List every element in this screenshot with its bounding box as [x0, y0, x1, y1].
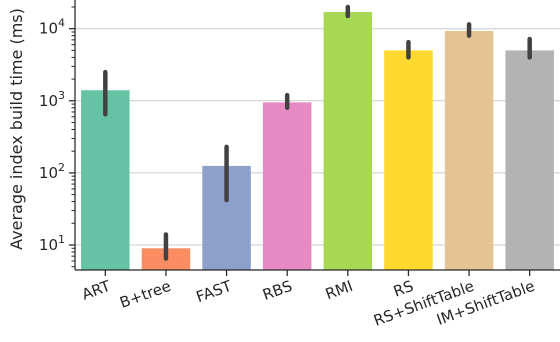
x-tick-label: RMI — [323, 277, 355, 303]
x-axis-ticks: ART B+tree FAST RBS RMI RSRS+ShiftTableIM+Shi… — [79, 270, 537, 330]
x-tick-label: FAST — [194, 277, 235, 307]
x-tick-label: RBS — [260, 277, 294, 304]
y-axis-ticks: 101 102 103 104 — [39, 6, 75, 268]
bar-rbs — [262, 102, 312, 270]
y-tick-label: 104 — [39, 17, 65, 38]
x-tick-label: RS — [391, 277, 416, 301]
x-tick-label: B+tree — [117, 277, 173, 312]
bar-rs-shifttable — [444, 30, 494, 270]
y-axis-label: Average index build time (ms) — [7, 8, 26, 250]
bar-art — [81, 90, 130, 271]
bar-rmi — [323, 12, 373, 271]
bar-rs — [384, 50, 433, 270]
y-tick-label: 102 — [39, 161, 65, 182]
x-tick-label: ART — [79, 277, 113, 304]
bar-im-shifttable — [505, 50, 554, 270]
bars — [81, 12, 554, 271]
error-bars — [103, 4, 532, 261]
y-tick-label: 103 — [39, 89, 65, 110]
y-tick-label: 101 — [39, 233, 65, 254]
